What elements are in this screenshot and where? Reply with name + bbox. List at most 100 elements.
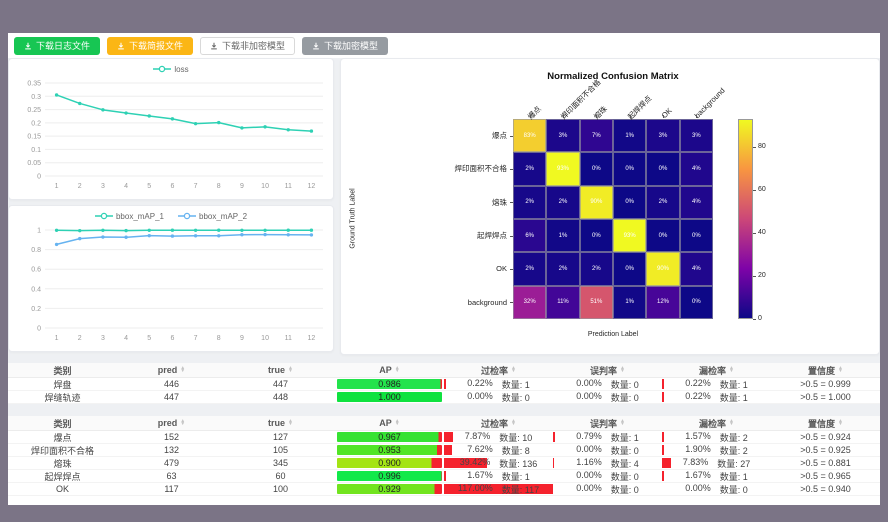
sort-icon[interactable]: ▲ ▼	[288, 364, 293, 374]
column-header-漏检率[interactable]: 漏检率 ▲ ▼	[662, 363, 771, 377]
matrix-axis-tick	[663, 115, 664, 118]
ap-cell: 0.996	[335, 470, 444, 482]
confusion-matrix-card: Normalized Confusion Matrix 83% 3% 7% 1% 3% 3…	[340, 58, 880, 355]
sort-icon[interactable]: ▲ ▼	[394, 417, 400, 427]
table-header-row: 类别 pred ▲ ▼ true ▲ ▼ AP ▲ ▼ 过检率 ▲ ▼ 误判率 ▲ ▼ 漏检率 ▲ ▼ 置信度 ▲ ▼	[8, 416, 880, 431]
column-header-漏检率[interactable]: 漏检率 ▲ ▼	[662, 416, 771, 430]
sort-icon[interactable]: ▲ ▼	[394, 364, 400, 374]
coarse-class-metrics-table: 类别 pred ▲ ▼ true ▲ ▼ AP ▲ ▼ 过检率 ▲ ▼ 误判率 ▲ ▼ 漏检率 ▲ ▼ 置信度 ▲ ▼ 焊盘…	[8, 363, 880, 404]
matrix-colorbar	[738, 119, 753, 319]
sort-icon[interactable]: ▲ ▼	[511, 417, 516, 427]
svg-text:2: 2	[78, 335, 82, 342]
sort-icon[interactable]: ▲ ▼	[180, 364, 186, 374]
overdetect-rate-cell: 7.62% 数量: 8	[444, 444, 553, 456]
matrix-row-label: 焊印面积不合格	[454, 164, 508, 174]
svg-text:0.6: 0.6	[31, 267, 41, 274]
svg-text:6: 6	[170, 183, 174, 190]
column-header-置信度[interactable]: 置信度 ▲ ▼	[771, 363, 880, 377]
rate-count: 数量: 1	[719, 379, 748, 390]
category-cell: 爆点	[53, 432, 72, 443]
sort-icon[interactable]: ▲ ▼	[511, 364, 516, 374]
colorbar-tick	[753, 275, 756, 277]
colorbar-tick-label: 20	[758, 271, 766, 279]
column-header-AP[interactable]: AP ▲ ▼	[335, 416, 444, 430]
overdetect-rate-cell: 7.87% 数量: 10	[444, 431, 553, 443]
rate-count: 数量: 1	[719, 471, 748, 482]
rate-count: 数量: 2	[719, 445, 748, 456]
svg-text:0.25: 0.25	[27, 107, 41, 114]
rate-count: 数量: 0	[610, 392, 639, 403]
download-report-button[interactable]: 下载简报文件	[107, 36, 194, 55]
matrix-cell: 83%	[513, 119, 547, 153]
confidence-cell: >0.5 = 0.965	[800, 471, 851, 481]
loss-chart-legend: loss	[9, 61, 333, 77]
rate-count: 数量: 1	[719, 392, 748, 403]
rate-percent: 7.87%	[464, 431, 491, 441]
download-encrypted-model-button[interactable]: 下载加密模型	[302, 36, 389, 55]
column-header-label: 误判率	[590, 365, 618, 376]
miss-rate-cell: 0.00% 数量: 0	[662, 483, 771, 495]
sort-icon[interactable]: ▲ ▼	[729, 364, 734, 374]
matrix-axis-tick	[510, 235, 513, 237]
sort-icon[interactable]: ▲ ▼	[620, 364, 625, 374]
column-header-AP[interactable]: AP ▲ ▼	[335, 363, 444, 377]
rate-count: 数量: 0	[610, 445, 639, 456]
pred-count-cell: 479	[163, 458, 180, 468]
ap-value: 0.953	[378, 445, 401, 455]
svg-text:0.2: 0.2	[31, 120, 41, 127]
download-icon	[118, 42, 124, 49]
column-header-label: 漏检率	[699, 418, 727, 429]
sort-icon[interactable]: ▲ ▼	[838, 417, 843, 427]
matrix-cell: 7%	[579, 119, 613, 153]
matrix-cell: 11%	[546, 285, 580, 319]
miss-rate-cell: 0.22% 数量: 1	[662, 378, 771, 390]
column-header-label: 漏检率	[699, 365, 727, 376]
legend-item-bbox_mAP_1[interactable]: bbox_mAP_1	[94, 212, 164, 221]
rate-count: 数量: 1	[501, 379, 530, 390]
colorbar-tick	[753, 189, 756, 191]
column-header-过检率[interactable]: 过检率 ▲ ▼	[444, 363, 553, 377]
rate-percent: 1.67%	[685, 470, 711, 480]
rate-percent: 0.22%	[685, 391, 711, 401]
column-header-label: 置信度	[808, 365, 836, 376]
overdetect-rate-cell: 0.22% 数量: 1	[444, 378, 553, 390]
ap-cell: 0.986	[335, 378, 444, 390]
colorbar-tick-label: 60	[758, 185, 766, 193]
colorbar-tick	[753, 232, 756, 234]
matrix-cell: 0%	[646, 219, 680, 253]
column-header-误判率[interactable]: 误判率 ▲ ▼	[553, 416, 662, 430]
column-header-pred[interactable]: pred ▲ ▼	[117, 416, 226, 430]
ap-bar	[337, 471, 442, 481]
sort-icon[interactable]: ▲ ▼	[838, 364, 843, 374]
download-log-button[interactable]: 下载日志文件	[14, 36, 101, 55]
column-header-true[interactable]: true ▲ ▼	[226, 363, 335, 377]
download-plain-model-button[interactable]: 下载非加密模型	[200, 36, 296, 55]
matrix-cell: 2%	[513, 185, 547, 219]
ap-value: 0.967	[378, 432, 401, 442]
ap-cell: 0.900	[335, 457, 444, 469]
rate-bar	[662, 379, 664, 389]
matrix-axis-tick	[596, 115, 598, 118]
column-header-过检率[interactable]: 过检率 ▲ ▼	[444, 416, 553, 430]
download-toolbar: 下载日志文件 下载简报文件 下载非加密模型 下载加密模型	[8, 33, 880, 58]
column-header-误判率[interactable]: 误判率 ▲ ▼	[553, 363, 662, 377]
pred-count-cell: 63	[166, 471, 177, 481]
misjudge-rate-cell: 0.00% 数量: 0	[553, 483, 662, 495]
matrix-cell: 2%	[546, 252, 580, 286]
sort-icon[interactable]: ▲ ▼	[729, 417, 734, 427]
ap-bar	[337, 379, 442, 389]
sort-icon[interactable]: ▲ ▼	[288, 417, 293, 427]
legend-item-loss[interactable]: loss	[153, 64, 189, 74]
legend-label: loss	[174, 64, 189, 74]
matrix-axis-tick	[696, 115, 698, 118]
sort-icon[interactable]: ▲ ▼	[620, 417, 625, 427]
column-header-true[interactable]: true ▲ ▼	[226, 416, 335, 430]
column-header-pred[interactable]: pred ▲ ▼	[117, 363, 226, 377]
misjudge-rate-cell: 0.79% 数量: 1	[553, 431, 662, 443]
misjudge-rate-cell: 0.00% 数量: 0	[553, 391, 662, 403]
legend-item-bbox_mAP_2[interactable]: bbox_mAP_2	[178, 212, 247, 221]
column-header-置信度[interactable]: 置信度 ▲ ▼	[771, 416, 880, 430]
sort-icon[interactable]: ▲ ▼	[180, 417, 186, 427]
matrix-row-label: background	[467, 297, 507, 307]
pred-count-cell: 132	[163, 445, 180, 455]
